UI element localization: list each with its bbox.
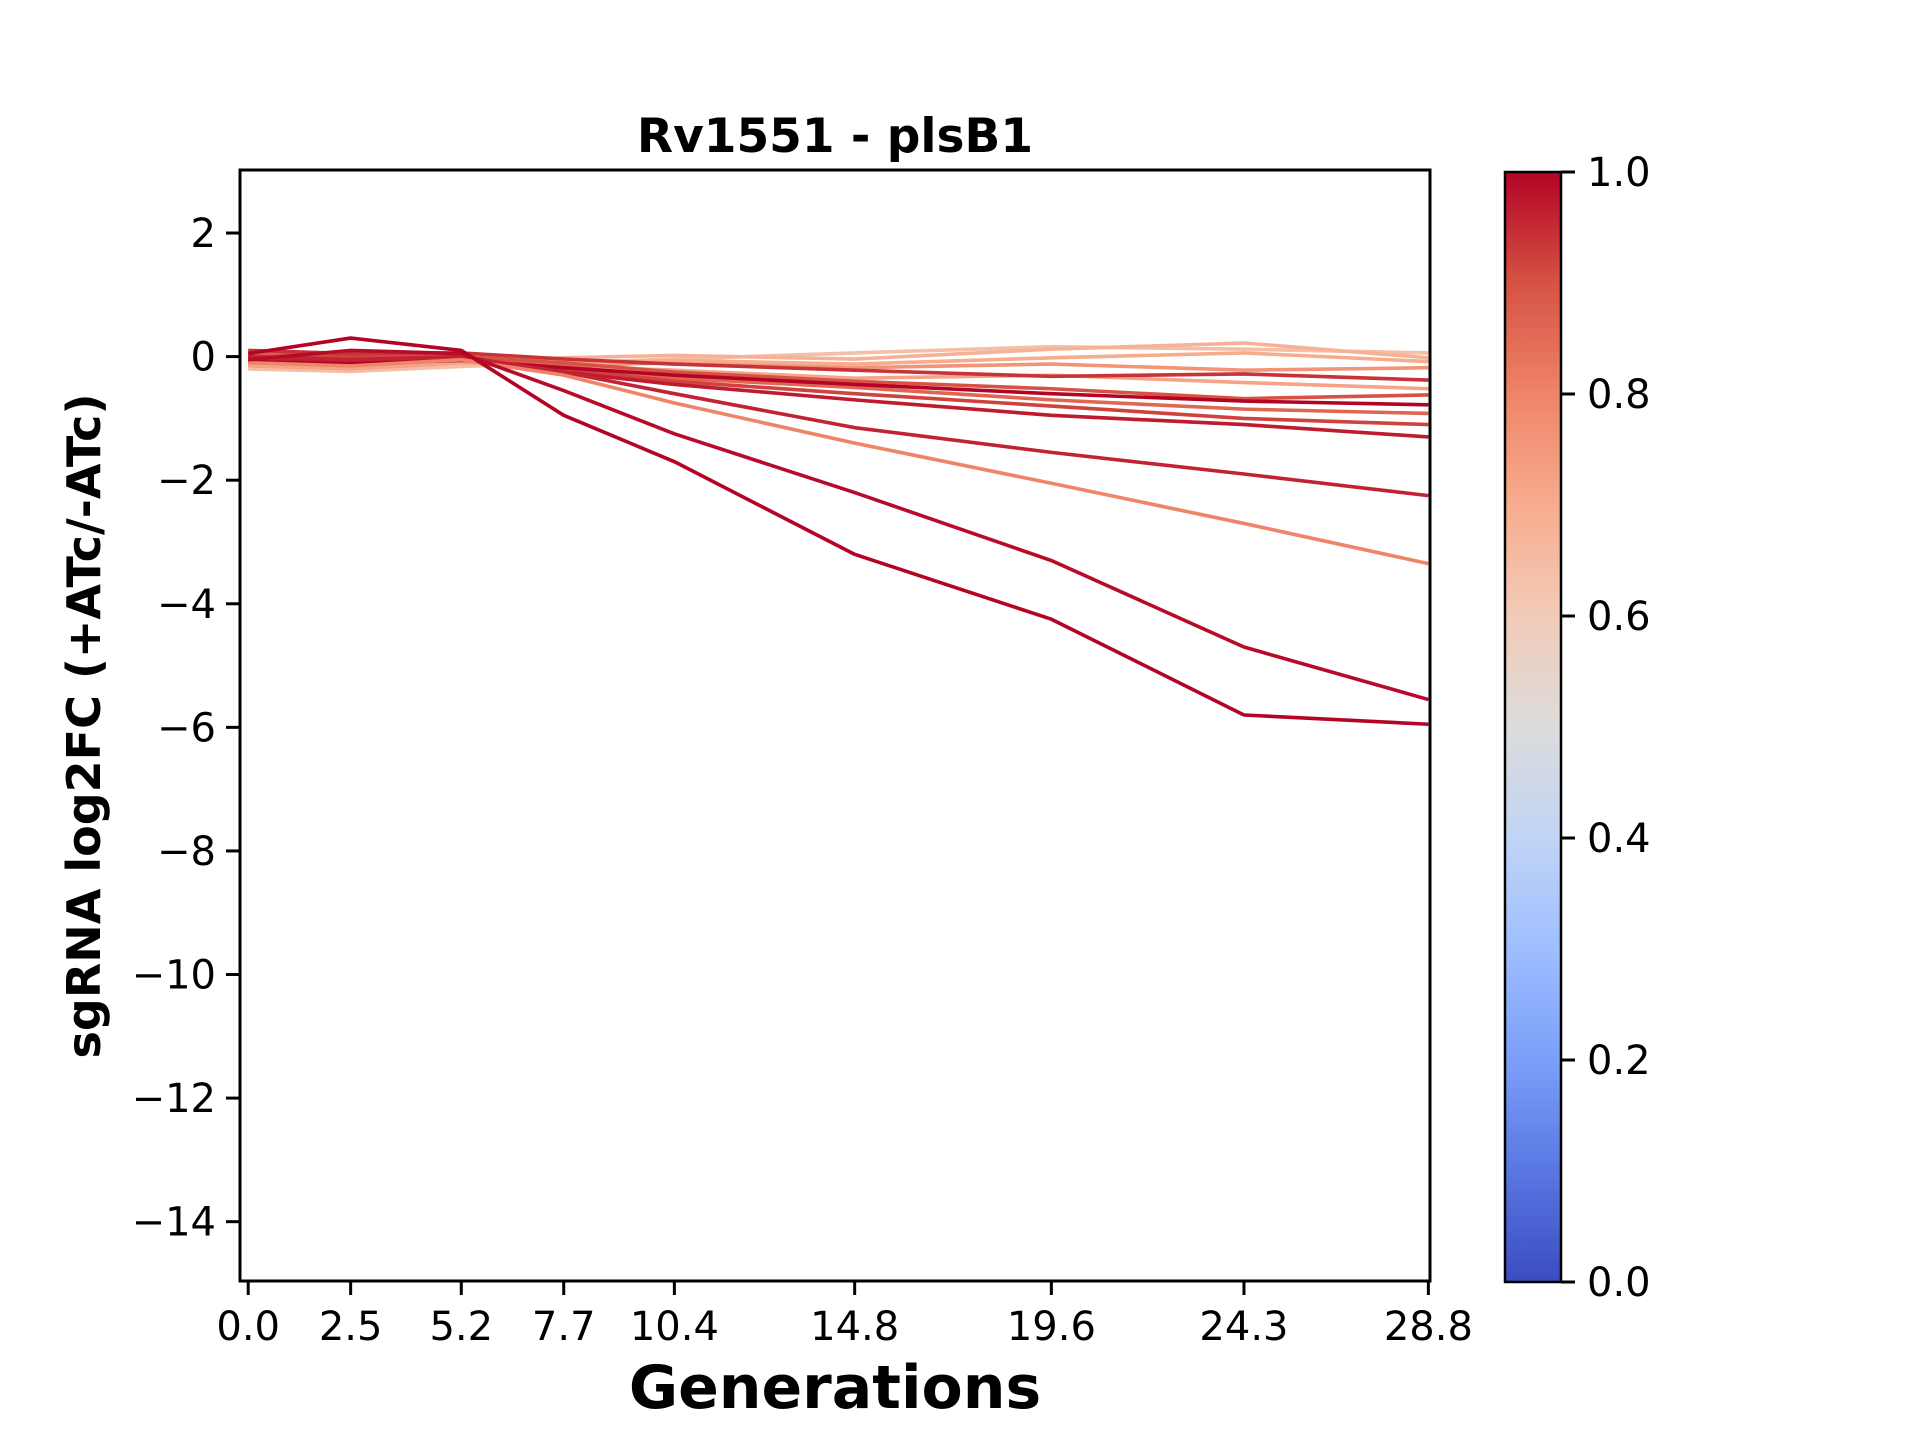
x-tick-label: 7.7 bbox=[532, 1304, 596, 1350]
y-tick-label: 0 bbox=[191, 335, 216, 381]
series-layer bbox=[247, 336, 1429, 727]
colorbar-tick-label: 0.2 bbox=[1587, 1038, 1651, 1084]
x-tick-label: 14.8 bbox=[810, 1304, 899, 1350]
y-tick-label: −2 bbox=[157, 458, 216, 504]
series-line-11 bbox=[248, 348, 1429, 382]
x-tick-label: 2.5 bbox=[319, 1304, 383, 1350]
x-tick-label: 24.3 bbox=[1199, 1304, 1288, 1350]
y-tick-label: −4 bbox=[157, 582, 216, 628]
x-tick-label: 19.6 bbox=[1007, 1304, 1096, 1350]
plot-border bbox=[238, 168, 1432, 1283]
y-tick-label: −6 bbox=[157, 705, 216, 751]
series-line-10 bbox=[248, 360, 1429, 391]
series-line-1 bbox=[247, 336, 1429, 727]
colorbar-tick-label: 0.6 bbox=[1587, 594, 1651, 640]
x-tick-label: 28.8 bbox=[1384, 1304, 1473, 1350]
colorbar-tick-label: 0.8 bbox=[1587, 372, 1651, 418]
y-tick-label: −10 bbox=[132, 953, 216, 999]
series-line-3 bbox=[248, 357, 1429, 566]
y-axis-label: sgRNA log2FC (+ATc/-ATc) bbox=[57, 394, 111, 1059]
series-line-2 bbox=[248, 348, 1429, 702]
y-tick-label: −8 bbox=[157, 829, 216, 875]
colorbar-tick-label: 0.0 bbox=[1587, 1260, 1651, 1306]
series-line-4 bbox=[248, 354, 1429, 498]
y-axis-ticks: 2 0 −2 −4 −6 −8 −10 −12 −14 bbox=[132, 211, 240, 1246]
colorbar bbox=[1503, 170, 1563, 1284]
x-axis-ticks: 0.0 2.5 5.2 7.7 10.4 14.8 19.6 24.3 28.8 bbox=[216, 1281, 1473, 1350]
plot-title: Rv1551 - plsB1 bbox=[637, 109, 1033, 164]
x-tick-label: 5.2 bbox=[429, 1304, 493, 1350]
x-axis-label: Generations bbox=[629, 1353, 1041, 1423]
x-tick-label: 0.0 bbox=[216, 1304, 280, 1350]
y-tick-label: −14 bbox=[132, 1200, 216, 1246]
y-tick-label: 2 bbox=[191, 211, 216, 257]
colorbar-ticks: 1.0 0.8 0.6 0.4 0.2 0.0 bbox=[1561, 150, 1651, 1306]
y-tick-label: −12 bbox=[132, 1076, 216, 1122]
colorbar-tick-label: 1.0 bbox=[1587, 150, 1651, 196]
colorbar-tick-label: 0.4 bbox=[1587, 816, 1651, 862]
x-tick-label: 10.4 bbox=[630, 1304, 719, 1350]
